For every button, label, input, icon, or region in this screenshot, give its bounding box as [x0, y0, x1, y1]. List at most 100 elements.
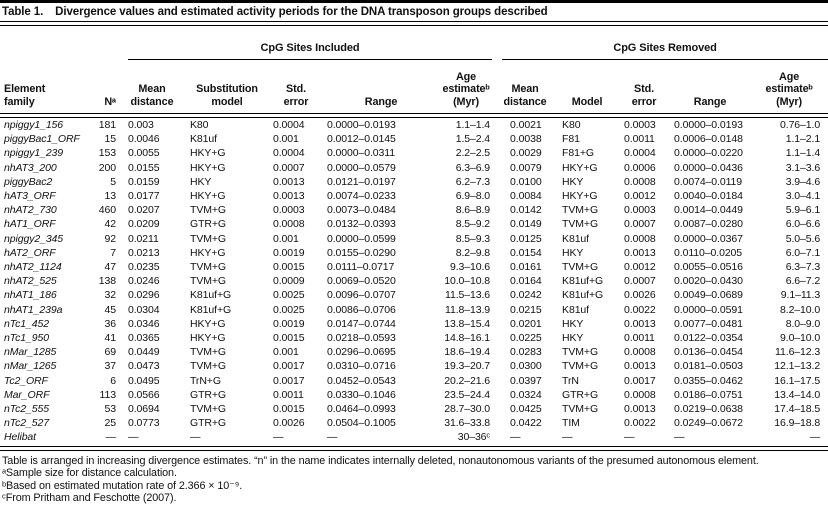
range-included-cell: 0.0111–0.0717	[327, 261, 395, 274]
age-estimate-removed-cell: 9.1–11.3	[780, 289, 821, 302]
table-row: nTc1_950 41 0.0365 HKY+G 0.0015 0.0218–0.0593…	[0, 331, 828, 345]
age-estimate-included-cell: 6.2–7.3	[455, 175, 491, 188]
n-cell: 13	[104, 190, 117, 203]
range-removed-cell: 0.0040–0.0184	[674, 190, 743, 203]
mean-distance-included-cell: 0.0773	[128, 417, 160, 430]
range-removed-cell: 0.0136–0.0454	[674, 346, 743, 359]
element-family-cell: nTc2_555	[4, 403, 49, 416]
mean-distance-included-cell: 0.0235	[128, 261, 160, 274]
col-header-age-estimate-included: Age estimateᵇ (Myr)	[442, 70, 490, 108]
model-removed-cell: TIM	[562, 417, 580, 430]
std-error-included-cell: 0.0004	[273, 119, 305, 131]
table-row: nhAT2_1124 47 0.0235 TVM+G 0.0015 0.0111–0.07…	[0, 260, 828, 274]
n-cell: —	[105, 431, 117, 444]
table-row: npiggy1_156 181 0.003 K80 0.0004 0.0000–0.019…	[0, 118, 828, 132]
table-caption: Divergence values and estimated activity…	[55, 6, 548, 18]
age-estimate-included-cell: 31.6–33.8	[444, 417, 491, 430]
mean-distance-included-cell: 0.0046	[128, 133, 160, 146]
std-error-included-cell: 0.0013	[273, 175, 305, 188]
mean-distance-included-cell: 0.0296	[128, 289, 160, 302]
std-error-removed-cell: 0.0008	[624, 175, 656, 188]
age-estimate-removed-cell: 16.1–17.5	[774, 374, 821, 387]
std-error-included-cell: 0.0019	[273, 317, 305, 330]
age-estimate-removed-cell: 8.0–9.0	[785, 317, 821, 330]
mean-distance-removed-cell: 0.0300	[510, 360, 542, 373]
model-removed-cell: TVM+G	[562, 204, 599, 217]
age-estimate-removed-cell: 0.76–1.0	[780, 119, 821, 131]
model-removed-cell: TVM+G	[562, 261, 599, 274]
mean-distance-included-cell: 0.0207	[128, 204, 160, 217]
range-included-cell: 0.0000–0.0193	[327, 119, 396, 131]
range-removed-cell: 0.0020–0.0430	[674, 275, 743, 288]
col-header-substitution-model-included: Substitution model	[196, 83, 258, 108]
column-header-row: Element family Nᵃ Mean distance Substitutio…	[0, 60, 828, 112]
std-error-removed-cell: 0.0012	[624, 261, 656, 274]
model-removed-cell: K81uf+G	[562, 289, 604, 302]
std-error-included-cell: 0.0019	[273, 246, 305, 259]
std-error-removed-cell: 0.0004	[624, 147, 656, 160]
mean-distance-removed-cell: 0.0201	[510, 317, 542, 330]
range-removed-cell: 0.0006–0.0148	[674, 133, 743, 146]
substitution-model-included-cell: HKY+G	[190, 332, 226, 345]
age-estimate-removed-cell: 6.3–7.3	[785, 261, 821, 274]
element-family-cell: nMar_1265	[4, 360, 57, 373]
n-cell: 45	[104, 303, 117, 316]
age-estimate-included-cell: 9.3–10.6	[449, 261, 491, 274]
range-included-cell: 0.0073–0.0484	[327, 204, 396, 217]
table-title: Table 1. Divergence values and estimated …	[0, 3, 828, 21]
range-removed-cell: 0.0186–0.0751	[674, 388, 743, 401]
model-removed-cell: —	[562, 431, 573, 444]
model-removed-cell: TVM+G	[562, 346, 599, 359]
n-cell: 25	[104, 417, 117, 430]
element-family-cell: nTc1_452	[4, 317, 49, 330]
range-removed-cell: 0.0219–0.0638	[674, 403, 743, 416]
mean-distance-removed-cell: 0.0142	[510, 204, 542, 217]
range-removed-cell: 0.0249–0.0672	[674, 417, 743, 430]
table-row: nhAT2_730 460 0.0207 TVM+G 0.0003 0.0073–0.04…	[0, 203, 828, 217]
age-estimate-removed-cell: 6.0–7.1	[785, 246, 821, 259]
age-estimate-removed-cell: 12.1–13.2	[774, 360, 821, 373]
col-header-std-error-included: Std. error	[283, 83, 309, 108]
range-included-cell: 0.0155–0.0290	[327, 246, 396, 259]
element-family-cell: nMar_1285	[4, 346, 57, 359]
mean-distance-removed-cell: 0.0225	[510, 332, 542, 345]
range-removed-cell: 0.0014–0.0449	[674, 204, 743, 217]
std-error-removed-cell: 0.0003	[624, 119, 656, 131]
mean-distance-removed-cell: 0.0242	[510, 289, 542, 302]
range-included-cell: 0.0000–0.0311	[327, 147, 395, 160]
col-header-mean-distance-included: Mean distance	[130, 83, 174, 108]
group-header-cpg-included: CpG Sites Included	[118, 26, 494, 60]
std-error-included-cell: 0.0026	[273, 417, 305, 430]
n-cell: 460	[98, 204, 116, 217]
footnote-c: ᶜFrom Pritham and Feschotte (2007).	[2, 492, 177, 505]
table-row: Helibat — — — — — 30–36ᶜ — — — — —	[0, 430, 828, 444]
range-included-cell: —	[327, 431, 338, 444]
std-error-removed-cell: 0.0012	[624, 190, 656, 203]
table-row: nTc1_452 36 0.0346 HKY+G 0.0019 0.0147–0.0744…	[0, 317, 828, 331]
substitution-model-included-cell: TVM+G	[190, 261, 226, 274]
element-family-cell: Mar_ORF	[4, 388, 50, 401]
std-error-removed-cell: 0.0006	[624, 161, 656, 174]
substitution-model-included-cell: —	[190, 431, 201, 444]
element-family-cell: nhAT1_239a	[4, 303, 63, 316]
model-removed-cell: K81uf	[562, 303, 589, 316]
bottom-rule	[0, 445, 828, 451]
header-body-divider	[0, 112, 828, 118]
range-removed-cell: 0.0000–0.0220	[674, 147, 743, 160]
std-error-included-cell: 0.001	[273, 133, 299, 146]
age-estimate-included-cell: 8.2–9.8	[455, 246, 491, 259]
element-family-cell: nhAT2_525	[4, 275, 57, 288]
table-row: nhAT2_525 138 0.0246 TVM+G 0.0009 0.0069–0.05…	[0, 274, 828, 288]
mean-distance-removed-cell: 0.0029	[510, 147, 542, 160]
mean-distance-removed-cell: 0.0425	[510, 403, 542, 416]
model-removed-cell: TrN	[562, 374, 579, 387]
mean-distance-removed-cell: 0.0079	[510, 161, 542, 174]
range-removed-cell: 0.0049–0.0689	[674, 289, 743, 302]
std-error-included-cell: 0.0013	[273, 190, 305, 203]
std-error-removed-cell: 0.0007	[624, 218, 656, 231]
mean-distance-removed-cell: 0.0164	[510, 275, 542, 288]
age-estimate-included-cell: 11.8–13.9	[445, 303, 491, 316]
std-error-removed-cell: 0.0003	[624, 204, 656, 217]
element-family-cell: npiggy1_239	[4, 147, 64, 160]
element-family-cell: hAT2_ORF	[4, 246, 56, 259]
